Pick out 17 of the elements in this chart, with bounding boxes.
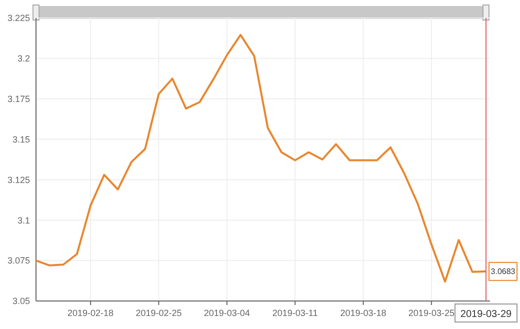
y-tick-label: 3.175 bbox=[7, 94, 30, 104]
annotation: 3.0683 bbox=[490, 267, 516, 276]
y-tick-label: 3.15 bbox=[12, 134, 30, 144]
y-tick-label: 3.075 bbox=[7, 256, 30, 266]
x-tick-label: 2019-02-18 bbox=[68, 308, 114, 318]
y-tick-label: 3.05 bbox=[12, 296, 30, 306]
y-tick-label: 3.1 bbox=[17, 215, 30, 226]
y-tick-label: 3.2 bbox=[17, 54, 30, 64]
x-tick-label: 2019-02-25 bbox=[136, 308, 182, 318]
line-series bbox=[35, 34, 487, 283]
y-tick-label: 3.225 bbox=[7, 13, 30, 24]
x-tick-label: 2019-03-25 bbox=[408, 308, 454, 318]
x-tick-label: 2019-03-29 bbox=[460, 309, 512, 320]
x-tick-label: 2019-03-18 bbox=[340, 308, 386, 318]
x-tick-label: 2019-03-11 bbox=[272, 308, 318, 318]
x-tick-label: 2019-03-04 bbox=[204, 308, 250, 318]
y-tick-label: 3.125 bbox=[7, 174, 30, 185]
